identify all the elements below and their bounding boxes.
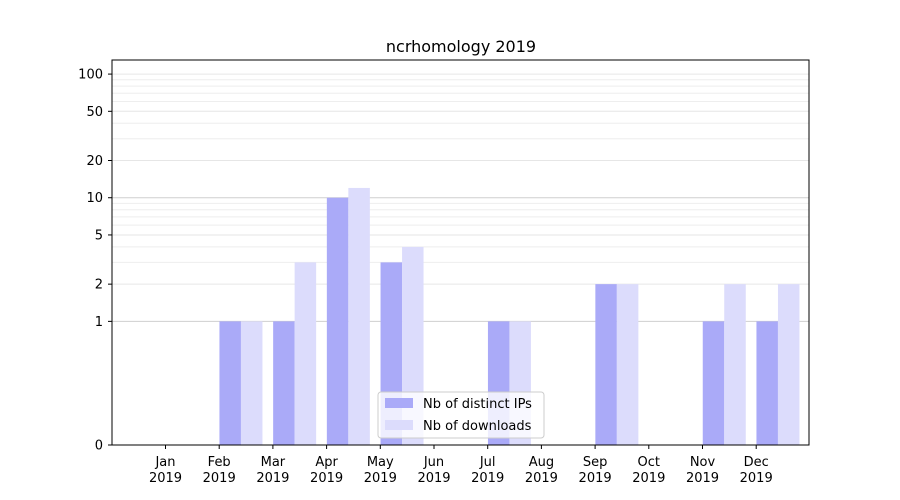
- bar-distinct-ips-feb: [219, 321, 241, 445]
- x-tick-label-year: 2019: [364, 471, 397, 486]
- bar-downloads-apr: [348, 187, 370, 445]
- grid-lines: [112, 73, 809, 322]
- x-tick-label-year: 2019: [632, 471, 665, 486]
- legend: Nb of distinct IPs Nb of downloads: [377, 391, 545, 439]
- bar-distinct-ips-nov: [702, 321, 725, 445]
- y-tick-label: 5: [95, 228, 103, 243]
- x-tick-label-year: 2019: [256, 471, 289, 486]
- x-tick-label-year: 2019: [686, 471, 719, 486]
- x-tick-label-month: Sep: [583, 455, 608, 470]
- legend-swatch-downloads: [385, 420, 413, 430]
- bar-downloads-feb: [240, 321, 263, 445]
- bar-downloads-dec: [777, 284, 800, 445]
- x-tick-label-month: Dec: [744, 455, 769, 470]
- x-tick-label-month: Apr: [315, 455, 338, 470]
- bar-downloads-nov: [724, 284, 746, 445]
- bar-distinct-ips-apr: [326, 197, 349, 445]
- y-tick-label: 0: [95, 439, 103, 454]
- x-tick-label-year: 2019: [203, 471, 236, 486]
- legend-label-distinct-ips: Nb of distinct IPs: [423, 397, 532, 412]
- y-tick-label: 10: [86, 191, 103, 206]
- x-tick-label-month: Nov: [690, 455, 716, 470]
- x-tick-label-month: Aug: [529, 455, 554, 470]
- y-tick-label: 2: [95, 278, 103, 293]
- x-tick-label-month: Oct: [638, 455, 660, 470]
- x-tick-label-month: Feb: [208, 455, 231, 470]
- legend-swatch-distinct-ips: [385, 398, 413, 408]
- bar-downloads-mar: [294, 262, 317, 445]
- legend-label-downloads: Nb of downloads: [423, 419, 532, 434]
- x-tick-label-year: 2019: [417, 471, 450, 486]
- x-tick-label-year: 2019: [471, 471, 504, 486]
- x-tick-label-month: May: [367, 455, 394, 470]
- y-tick-label: 20: [86, 154, 103, 169]
- bar-downloads-sep: [616, 284, 639, 445]
- y-tick-label: 100: [78, 68, 103, 83]
- x-tick-label-month: Jan: [154, 455, 175, 470]
- bar-distinct-ips-dec: [756, 321, 778, 445]
- x-axis: Jan2019Feb2019Mar2019Apr2019May2019Jun20…: [149, 445, 773, 486]
- x-tick-label-year: 2019: [740, 471, 773, 486]
- bar-distinct-ips-sep: [595, 284, 617, 445]
- x-tick-label-month: Mar: [261, 455, 286, 470]
- y-tick-label: 50: [86, 105, 103, 120]
- legend-box: [377, 391, 545, 439]
- plot-frame: [111, 59, 810, 446]
- x-tick-label-month: Jul: [479, 455, 496, 470]
- x-tick-label-year: 2019: [310, 471, 343, 486]
- y-tick-label: 1: [95, 315, 103, 330]
- chart-title: ncrhomology 2019: [386, 37, 536, 56]
- x-tick-label-year: 2019: [525, 471, 558, 486]
- x-tick-label-year: 2019: [149, 471, 182, 486]
- x-tick-label-year: 2019: [579, 471, 612, 486]
- x-tick-label-month: Jun: [423, 455, 444, 470]
- bar-distinct-ips-mar: [273, 321, 295, 445]
- y-axis: 0 1 2 5 10 20 50 100: [78, 68, 112, 454]
